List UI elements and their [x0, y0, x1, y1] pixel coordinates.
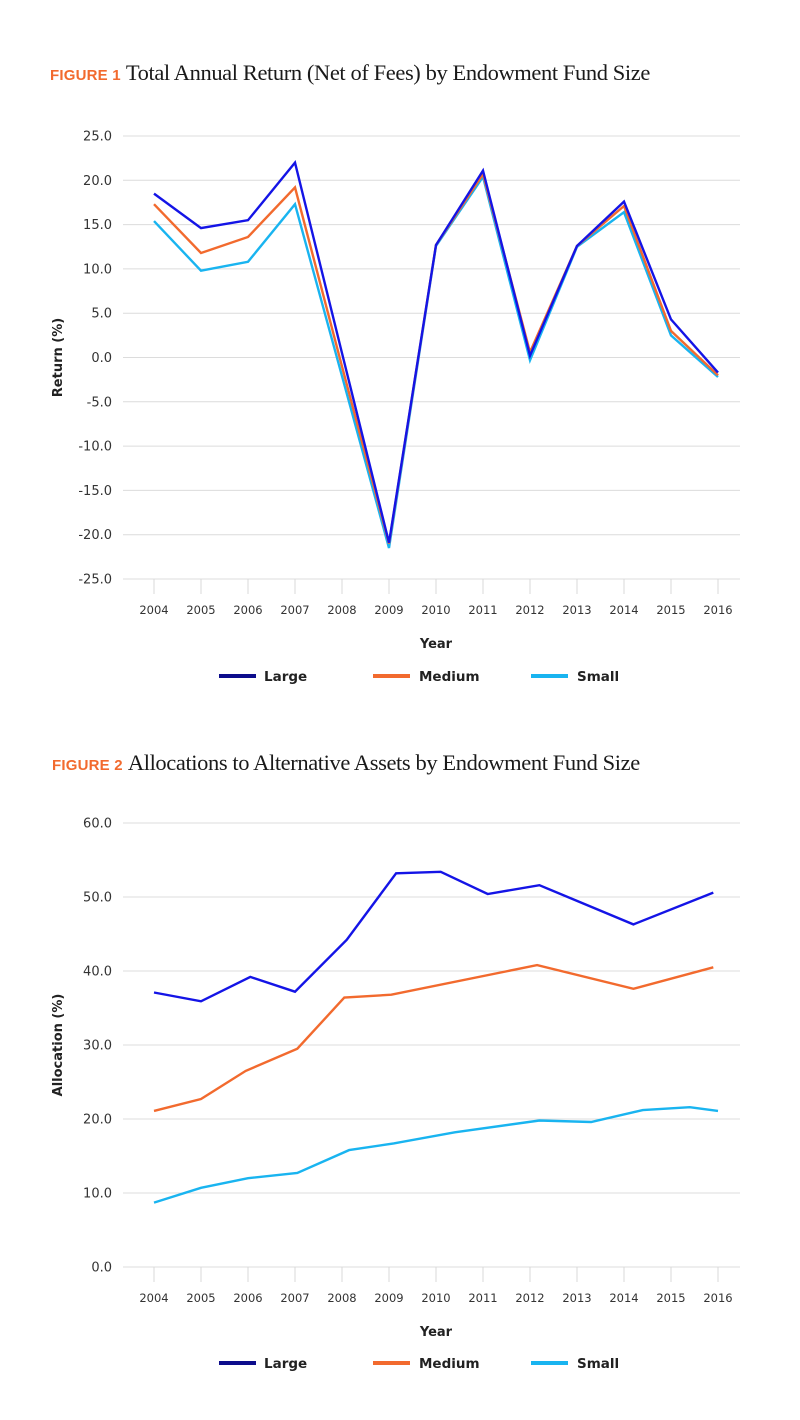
y-tick-label: 30.0 — [83, 1039, 112, 1054]
x-tick-label: 2012 — [515, 603, 544, 617]
series-line-small — [153, 1105, 719, 1204]
y-tick-label: 20.0 — [83, 174, 112, 189]
x-tick-label: 2004 — [139, 603, 168, 617]
legend-swatch-medium — [373, 1361, 410, 1365]
legend-label-large: Large — [264, 1356, 307, 1372]
series-line-medium — [153, 963, 714, 1113]
figure-2-heading: Allocations to Alternative Assets by End… — [127, 750, 640, 775]
series-line-large — [153, 159, 719, 543]
y-tick-label: 0.0 — [91, 1261, 112, 1276]
x-tick-label: 2012 — [515, 1291, 544, 1305]
legend-swatch-large — [219, 674, 256, 678]
y-tick-label: -20.0 — [78, 528, 112, 543]
x-tick-label: 2014 — [609, 603, 638, 617]
x-tick-label: 2011 — [468, 603, 497, 617]
x-tick-label: 2005 — [186, 1291, 215, 1305]
y-tick-label: -25.0 — [78, 573, 112, 588]
y-tick-label: 15.0 — [83, 218, 112, 233]
y-axis-title: Allocation (%) — [51, 994, 66, 1097]
legend-swatch-small — [531, 1361, 568, 1365]
y-tick-label: 10.0 — [83, 1187, 112, 1202]
series-line-large — [153, 870, 714, 1003]
y-tick-label: 40.0 — [83, 965, 112, 980]
figure-2-chart: 60.0 50.0 40.0 30.0 20.0 10.0 0.0 2004 2005 2006 2… — [51, 817, 740, 1372]
x-tick-label: 2013 — [562, 1291, 591, 1305]
y-tick-label: 25.0 — [83, 130, 112, 145]
x-tick-label: 2009 — [374, 1291, 403, 1305]
figure-1-heading: Total Annual Return (Net of Fees) by End… — [125, 60, 650, 85]
x-tick-label: 2008 — [327, 603, 356, 617]
x-tick-label: 2016 — [703, 1291, 732, 1305]
x-tick-label: 2007 — [280, 1291, 309, 1305]
y-tick-label: -15.0 — [78, 484, 112, 499]
legend-label-small: Small — [577, 669, 619, 685]
x-tick-label: 2007 — [280, 603, 309, 617]
y-tick-label: 60.0 — [83, 817, 112, 832]
x-tick-label: 2006 — [233, 603, 262, 617]
y-tick-label: 50.0 — [83, 891, 112, 906]
legend-label-medium: Medium — [419, 669, 480, 685]
y-tick-label: 5.0 — [91, 307, 112, 322]
x-axis-title: Year — [419, 637, 453, 652]
x-tick-label: 2016 — [703, 603, 732, 617]
y-tick-label: 0.0 — [91, 351, 112, 366]
x-tick-label: 2015 — [656, 1291, 685, 1305]
legend-swatch-medium — [373, 674, 410, 678]
x-tick-label: 2005 — [186, 603, 215, 617]
x-tick-label: 2008 — [327, 1291, 356, 1305]
y-tick-label: -10.0 — [78, 440, 112, 455]
legend-label-small: Small — [577, 1356, 619, 1372]
x-axis-title: Year — [419, 1325, 453, 1340]
x-tick-label: 2010 — [421, 603, 450, 617]
figure-2-label: FIGURE 2 — [52, 757, 123, 774]
figure-1-chart: 25.0 20.0 15.0 10.0 5.0 0.0 -5.0 -10.0 -15.0 -20.… — [51, 130, 740, 685]
x-tick-label: 2006 — [233, 1291, 262, 1305]
y-axis-title: Return (%) — [51, 318, 66, 397]
legend-label-large: Large — [264, 669, 307, 685]
y-tick-label: 10.0 — [83, 262, 112, 277]
x-tick-label: 2004 — [139, 1291, 168, 1305]
figure-2-title: FIGURE 2 Allocations to Alternative Asse… — [52, 750, 640, 776]
figure-1-label: FIGURE 1 — [50, 67, 121, 84]
series-line-medium — [153, 171, 719, 544]
y-tick-label: 20.0 — [83, 1113, 112, 1128]
x-tick-label: 2014 — [609, 1291, 638, 1305]
figure-1-title: FIGURE 1 Total Annual Return (Net of Fee… — [50, 60, 650, 86]
x-tick-label: 2010 — [421, 1291, 450, 1305]
legend-label-medium: Medium — [419, 1356, 480, 1372]
x-tick-label: 2009 — [374, 603, 403, 617]
x-tick-label: 2013 — [562, 603, 591, 617]
y-tick-label: -5.0 — [87, 395, 112, 410]
legend-swatch-small — [531, 674, 568, 678]
x-tick-label: 2015 — [656, 603, 685, 617]
legend-swatch-large — [219, 1361, 256, 1365]
x-tick-label: 2011 — [468, 1291, 497, 1305]
